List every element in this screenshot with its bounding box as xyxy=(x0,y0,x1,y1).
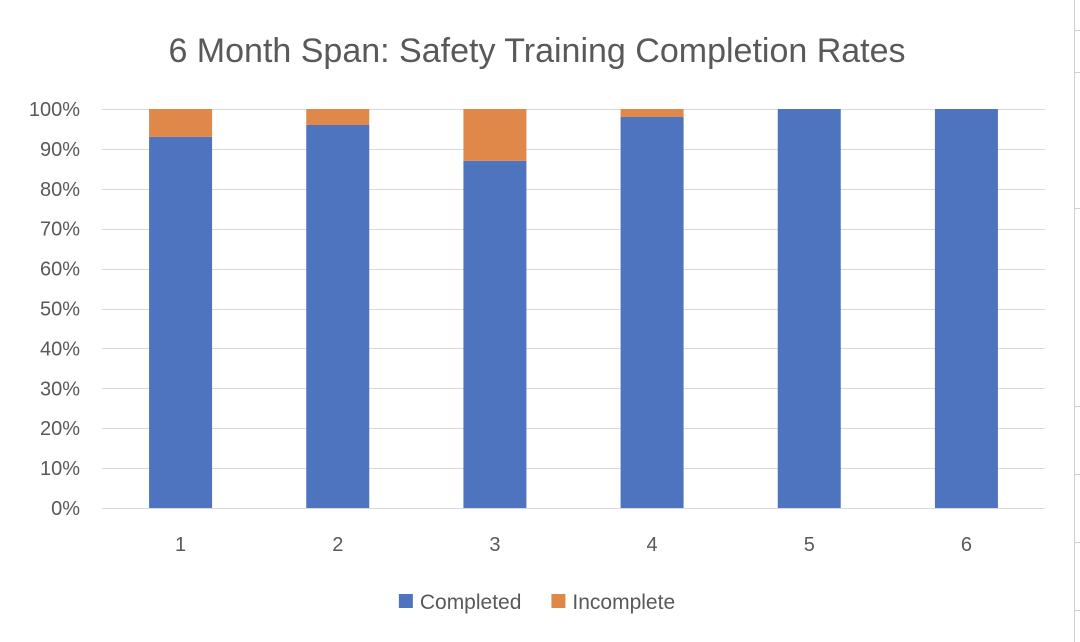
y-tick-label: 70% xyxy=(40,219,80,241)
bar-segment-incomplete xyxy=(306,109,370,125)
chart-title: 6 Month Span: Safety Training Completion… xyxy=(168,32,905,70)
y-tick-label: 60% xyxy=(40,259,80,281)
x-tick-label: 3 xyxy=(489,534,500,556)
bar-segment-completed xyxy=(149,136,213,508)
sheet-column-border xyxy=(1074,0,1075,642)
bar-segment-completed xyxy=(306,124,370,509)
x-axis-tick-labels: 1 2 3 4 5 6 xyxy=(175,534,972,556)
y-tick-label: 40% xyxy=(40,338,80,360)
y-tick-label: 90% xyxy=(40,139,80,161)
x-tick-label: 2 xyxy=(332,534,343,556)
bar-segment-completed xyxy=(620,116,684,508)
x-tick-label: 4 xyxy=(647,534,658,556)
y-tick-label: 100% xyxy=(29,99,80,121)
x-tick-label: 5 xyxy=(804,534,815,556)
x-tick-label: 1 xyxy=(175,534,186,556)
bar-segment-completed xyxy=(777,109,841,508)
x-tick-label: 6 xyxy=(961,534,972,556)
sheet-row-ticks xyxy=(1075,0,1080,642)
legend-swatch-completed xyxy=(398,594,413,608)
bar-segment-incomplete xyxy=(149,109,213,137)
bar-segment-incomplete xyxy=(620,109,684,117)
bar-segment-completed xyxy=(463,160,527,508)
bar-segment-incomplete xyxy=(463,109,527,161)
legend-label-incomplete: Incomplete xyxy=(572,591,675,614)
y-tick-label: 30% xyxy=(40,378,80,400)
y-tick-label: 50% xyxy=(40,299,80,321)
y-tick-label: 20% xyxy=(40,418,80,440)
y-tick-label: 10% xyxy=(40,458,80,480)
bars xyxy=(149,109,998,509)
gridlines xyxy=(102,109,1045,509)
y-tick-label: 0% xyxy=(51,498,80,520)
bar-segment-completed xyxy=(934,109,998,508)
y-axis-tick-labels: 0% 10% 20% 30% 40% 50% 60% 70% 80% 90% 100% xyxy=(29,99,80,520)
legend-swatch-incomplete xyxy=(551,594,566,608)
legend-label-completed: Completed xyxy=(420,591,522,614)
y-tick-label: 80% xyxy=(40,179,80,201)
legend: Completed Incomplete xyxy=(398,591,675,614)
